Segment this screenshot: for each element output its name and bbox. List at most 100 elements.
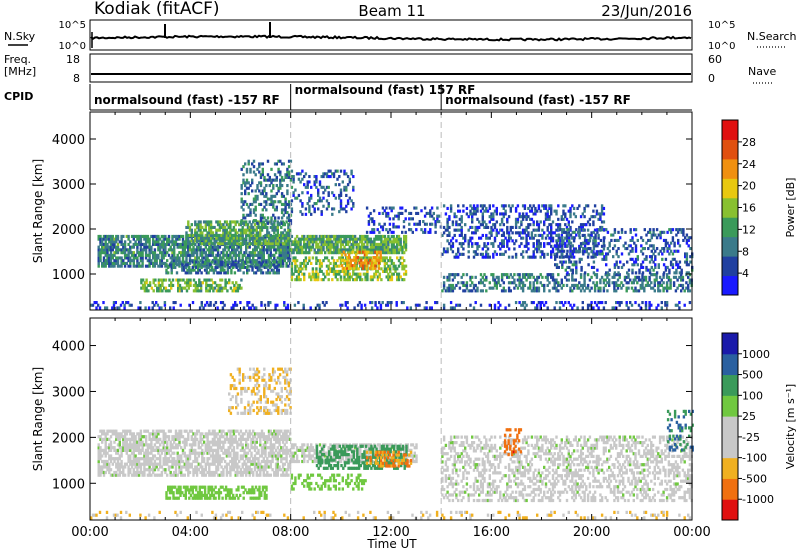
data-cell: [164, 242, 167, 246]
nsky-label: N.Sky: [4, 30, 36, 43]
data-cell: [218, 253, 222, 257]
data-cell: [555, 244, 559, 248]
data-cell: [266, 233, 269, 237]
data-cell: [567, 255, 570, 259]
data-cell: [228, 281, 231, 285]
data-cell: [592, 215, 595, 219]
data-cell: [541, 252, 544, 256]
data-cell: [267, 233, 271, 237]
data-cell: [550, 233, 553, 237]
data-cell: [288, 253, 292, 257]
data-cell: [502, 212, 505, 216]
data-cell: [637, 289, 641, 293]
data-cell: [653, 289, 656, 293]
data-cell: [167, 240, 171, 244]
data-cell: [603, 236, 606, 240]
data-cell: [112, 301, 116, 305]
data-cell: [652, 233, 655, 237]
data-cell: [678, 260, 682, 264]
data-cell: [115, 237, 118, 241]
freq-label: Freq.: [4, 53, 31, 66]
data-cell: [629, 249, 632, 253]
data-cell: [583, 244, 587, 248]
data-cell: [469, 204, 472, 208]
data-cell: [273, 231, 276, 235]
data-cell: [116, 462, 120, 466]
data-cell: [106, 451, 109, 455]
data-cell: [485, 223, 488, 227]
data-cell: [199, 242, 202, 246]
data-cell: [497, 306, 500, 310]
data-cell: [434, 222, 437, 226]
data-cell: [115, 437, 118, 441]
data-cell: [392, 237, 395, 241]
data-cell: [660, 283, 663, 287]
data-cell: [548, 242, 551, 246]
data-cell: [385, 275, 388, 279]
data-cell: [308, 248, 311, 252]
data-cell: [687, 275, 690, 279]
data-cell: [587, 247, 590, 251]
data-cell: [650, 236, 653, 240]
data-cell: [118, 248, 121, 252]
data-cell: [99, 429, 102, 433]
data-cell: [602, 289, 606, 293]
data-cell: [164, 248, 167, 252]
data-cell: [511, 239, 514, 243]
data-cell: [147, 283, 150, 287]
data-cell: [651, 286, 655, 290]
data-cell: [499, 252, 502, 256]
data-cell: [247, 159, 250, 163]
data-cell: [115, 465, 118, 469]
data-cell: [214, 265, 217, 269]
data-cell: [689, 247, 692, 251]
data-cell: [248, 242, 251, 246]
data-cell: [171, 251, 174, 255]
data-cell: [650, 257, 653, 261]
data-cell: [232, 220, 236, 224]
data-cell: [254, 271, 258, 275]
data-cell: [130, 245, 134, 249]
data-cell: [600, 244, 604, 248]
data-cell: [144, 251, 148, 255]
data-cell: [229, 231, 232, 235]
data-cell: [676, 278, 679, 282]
data-cell: [286, 202, 289, 206]
data-cell: [270, 268, 273, 272]
data-cell: [488, 231, 491, 235]
data-cell: [507, 255, 511, 259]
data-cell: [367, 222, 371, 226]
data-cell: [557, 204, 560, 208]
data-cell: [294, 256, 297, 260]
data-cell: [270, 200, 273, 204]
data-cell: [294, 196, 297, 200]
data-cell: [578, 244, 581, 248]
data-cell: [173, 245, 176, 249]
data-cell: [295, 172, 299, 176]
data-cell: [196, 286, 199, 290]
data-cell: [392, 234, 395, 238]
data-cell: [557, 223, 560, 227]
data-cell: [148, 256, 151, 260]
data-cell: [271, 242, 274, 246]
data-cell: [604, 283, 607, 287]
data-cell: [567, 209, 570, 213]
data-cell: [240, 184, 243, 188]
data-cell: [380, 237, 383, 241]
data-cell: [278, 242, 281, 246]
data-cell: [481, 215, 484, 219]
data-cell: [287, 200, 291, 204]
data-cell: [141, 251, 144, 255]
data-cell: [527, 225, 530, 229]
data-cell: [248, 264, 251, 268]
data-cell: [548, 223, 551, 227]
data-cell: [272, 200, 275, 204]
data-cell: [364, 278, 367, 282]
data-cell: [474, 212, 477, 216]
data-cell: [662, 230, 666, 234]
data-cell: [568, 257, 571, 261]
data-cell: [483, 220, 486, 224]
data-cell: [379, 306, 383, 310]
data-cell: [458, 303, 462, 307]
